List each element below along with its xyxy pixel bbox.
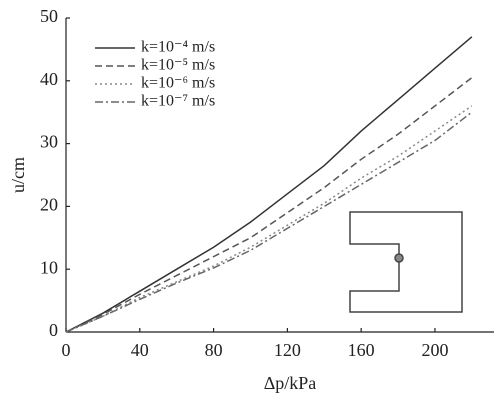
x-axis-label: Δp/kPa	[264, 373, 317, 393]
x-tick-label: 160	[348, 340, 375, 360]
inset-point	[394, 253, 404, 263]
x-tick-label: 200	[421, 340, 448, 360]
x-tick-label: 80	[205, 340, 223, 360]
x-tick-label: 120	[274, 340, 301, 360]
y-tick-label: 0	[49, 320, 58, 340]
series-line	[65, 36, 473, 333]
legend-label: k=10⁻⁷ m/s	[141, 93, 215, 110]
x-tick-label: 40	[131, 340, 149, 360]
y-tick-label: 20	[40, 195, 58, 215]
series-line	[65, 111, 473, 333]
x-tick-label: 0	[62, 340, 71, 360]
series-line	[65, 77, 473, 333]
y-tick-label: 40	[40, 69, 58, 89]
y-tick-label: 10	[40, 257, 58, 277]
y-tick-label: 50	[40, 6, 58, 26]
inset-diagram	[349, 211, 463, 313]
inset-shape	[349, 211, 463, 313]
legend-label: k=10⁻⁴ m/s	[141, 39, 215, 56]
y-tick-label: 30	[40, 132, 58, 152]
legend-label: k=10⁻⁵ m/s	[141, 57, 215, 74]
legend-label: k=10⁻⁶ m/s	[141, 75, 215, 92]
y-axis-label: u/cm	[8, 157, 28, 193]
